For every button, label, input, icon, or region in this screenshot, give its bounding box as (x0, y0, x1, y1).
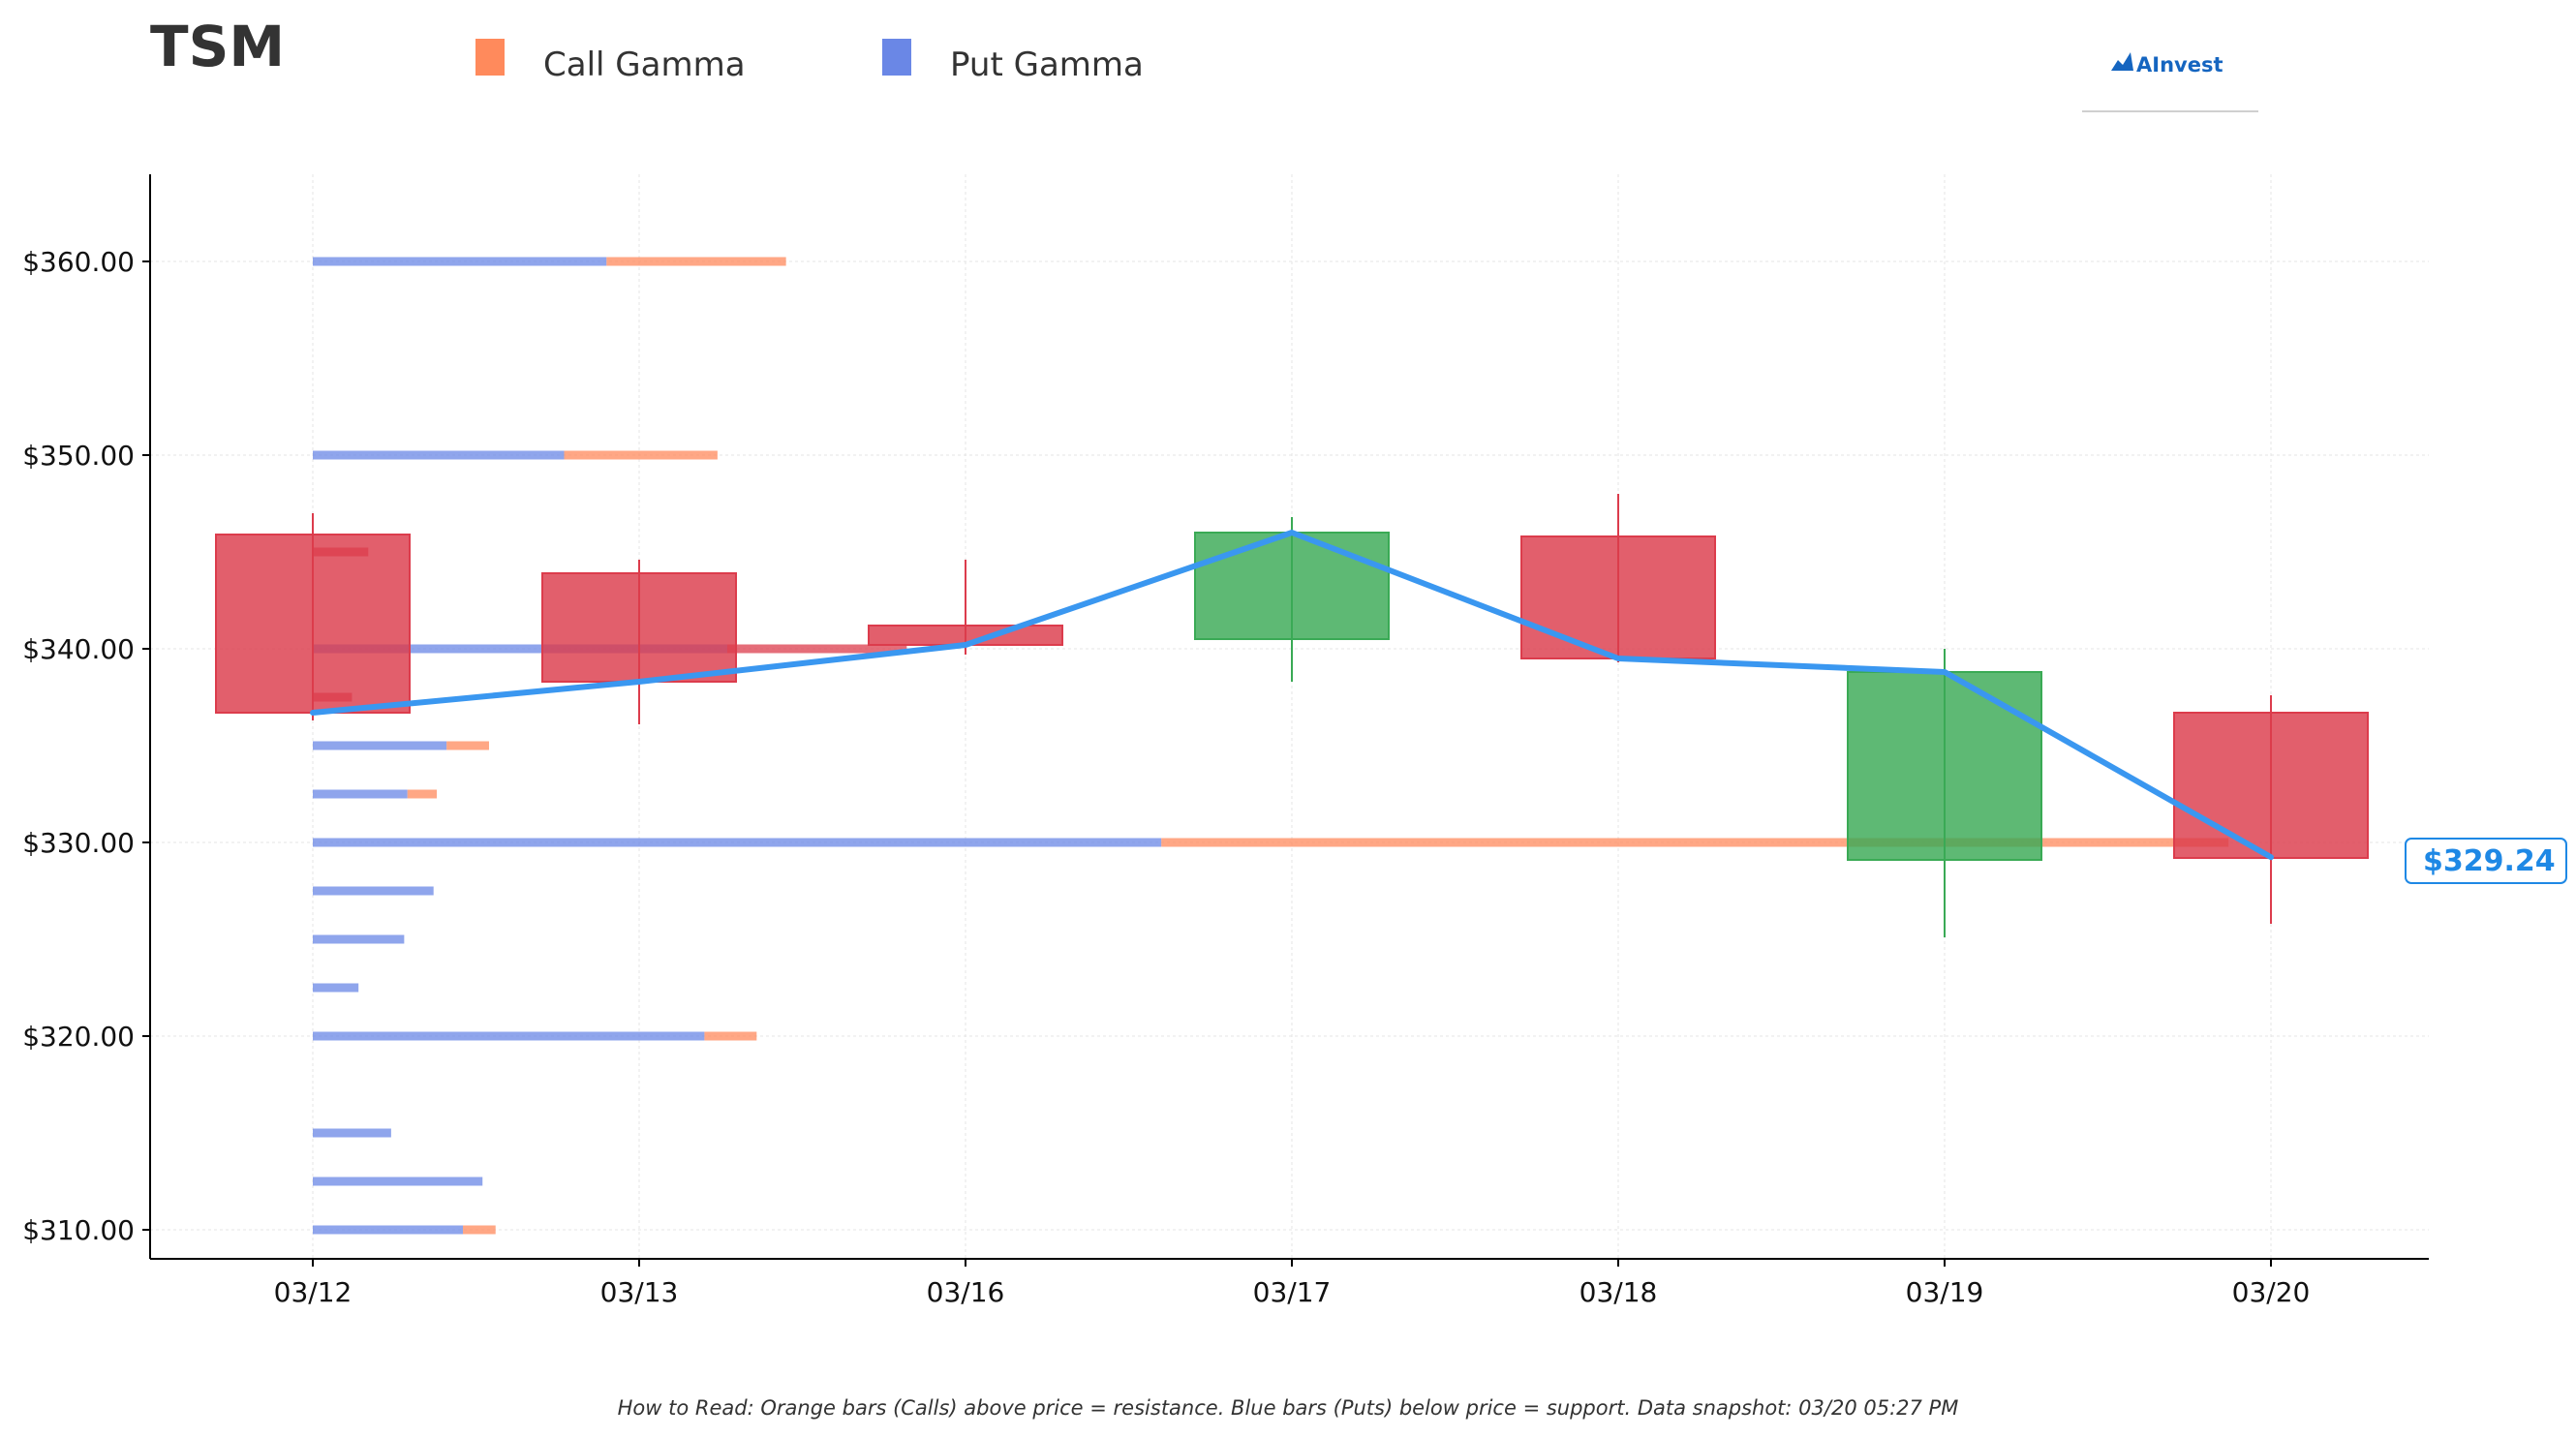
legend-call-label: Call Gamma (543, 46, 746, 84)
candle-body (1847, 671, 2042, 861)
put-gamma-bar (313, 838, 1162, 847)
x-tick-label: 03/19 (1906, 1276, 1984, 1308)
candle-body (1520, 535, 1716, 659)
call-gamma-bar (726, 644, 907, 654)
candle-body (215, 534, 411, 714)
put-gamma-bar (313, 983, 359, 993)
y-tick-label: $350.00 (22, 440, 135, 472)
legend-put-swatch (882, 39, 911, 76)
x-tick-label: 03/13 (600, 1276, 679, 1308)
x-tick-label: 03/20 (2232, 1276, 2311, 1308)
x-tick-label: 03/16 (927, 1276, 1005, 1308)
legend-put-label: Put Gamma (950, 46, 1144, 84)
chart-up-icon (2111, 52, 2133, 71)
candles (215, 494, 2369, 937)
brand-logo: AInvest (2082, 52, 2258, 112)
legend-call-swatch (475, 39, 505, 76)
price-line (310, 530, 2274, 861)
put-gamma-bar (313, 1177, 483, 1186)
put-gamma-bar (313, 1128, 391, 1138)
y-tick-label: $360.00 (22, 246, 135, 278)
candle-body (541, 572, 737, 683)
last-price-box (2405, 838, 2567, 884)
put-gamma-bar (313, 741, 447, 750)
call-gamma-bar (407, 789, 438, 799)
chart-title: TSM (150, 14, 285, 79)
put-gamma-bar (313, 450, 565, 460)
put-gamma-bar (313, 934, 405, 944)
put-gamma-bar (313, 886, 434, 896)
call-gamma-bar (606, 257, 786, 266)
x-tick-label: 03/12 (274, 1276, 353, 1308)
call-gamma-bar (704, 1031, 757, 1041)
x-tick-label: 03/17 (1253, 1276, 1332, 1308)
call-gamma-bar (446, 741, 489, 750)
y-tick-label: $320.00 (22, 1021, 135, 1053)
how-to-read-note: How to Read: Orange bars (Calls) above p… (618, 1396, 1959, 1420)
candle-body (1194, 532, 1390, 640)
call-gamma-bar (463, 1225, 496, 1235)
put-gamma-bar (313, 257, 607, 266)
put-gamma-bar (313, 1225, 464, 1235)
candle-body (2173, 712, 2369, 859)
put-gamma-bar (313, 789, 408, 799)
y-tick-label: $310.00 (22, 1214, 135, 1246)
axes: $310.00 $320.00 $330.00 $340.00 $350.00 $360.… (22, 174, 2429, 1308)
call-gamma-bar (564, 450, 718, 460)
last-price-label: $329.24 (2423, 844, 2556, 878)
brand-name: AInvest (2136, 53, 2223, 76)
put-gamma-bar (313, 1031, 705, 1041)
put-gamma-bar (313, 644, 727, 654)
call-gamma-bar (1161, 838, 2229, 847)
y-tick-label: $340.00 (22, 633, 135, 665)
grid (150, 174, 2429, 1259)
price-line-layer (310, 530, 2274, 861)
y-tick-label: $330.00 (22, 827, 135, 859)
x-tick-label: 03/18 (1579, 1276, 1658, 1308)
